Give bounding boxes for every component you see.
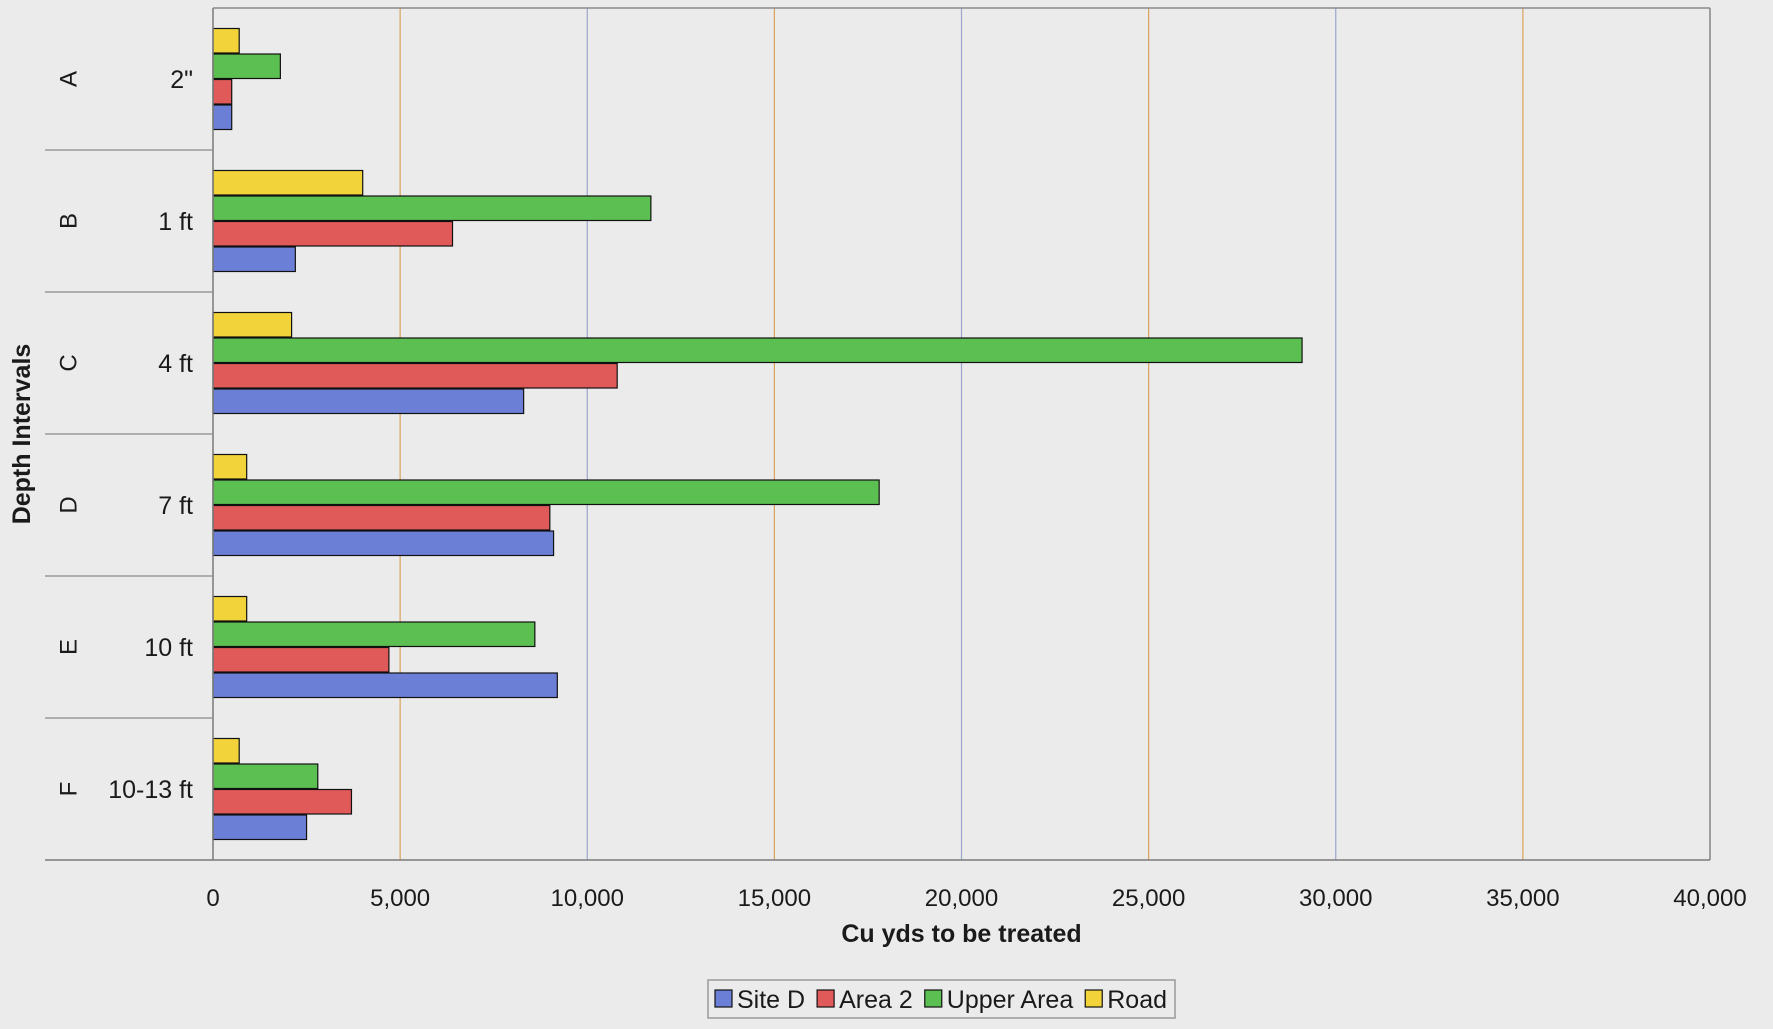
group-label: B (56, 213, 83, 229)
bar-site-d (212, 246, 296, 273)
bar-road (212, 27, 240, 54)
category-label: 10 ft (144, 634, 193, 662)
x-tick-label: 30,000 (1299, 885, 1372, 912)
bar-upper-area (212, 337, 1303, 364)
bar-upper-area (212, 479, 880, 506)
category-label: 4 ft (158, 350, 193, 378)
x-tick-label: 15,000 (738, 885, 811, 912)
legend-swatch (714, 989, 733, 1008)
axes (45, 7, 1711, 861)
x-tick-label: 10,000 (551, 885, 624, 912)
bar-site-d (212, 388, 525, 415)
x-tick-label: 0 (206, 885, 219, 912)
x-tick-label: 5,000 (370, 885, 430, 912)
bar-upper-area (212, 195, 652, 222)
legend-entry: Area 2 (839, 986, 913, 1014)
x-axis-title: Cu yds to be treated (841, 920, 1081, 948)
legend-entry: Site D (737, 986, 805, 1014)
bar-area-2 (212, 78, 233, 105)
bar-area-2 (212, 220, 454, 247)
group-label: D (56, 496, 83, 513)
category-label: 2" (170, 66, 193, 94)
bar-upper-area (212, 763, 319, 790)
legend-swatch (816, 989, 835, 1008)
bar-site-d (212, 530, 555, 557)
bar-area-2 (212, 646, 390, 673)
legend-swatch (924, 989, 943, 1008)
group-label: F (56, 782, 83, 797)
bar-area-2 (212, 788, 353, 815)
x-tick-label: 20,000 (925, 885, 998, 912)
y-axis-title: Depth Intervals (8, 344, 36, 525)
bar-site-d (212, 814, 308, 841)
bars (212, 27, 1303, 841)
bar-area-2 (212, 504, 551, 531)
legend-entry: Upper Area (947, 986, 1074, 1014)
bar-road (212, 311, 293, 338)
category-label: 7 ft (158, 492, 193, 520)
bar-area-2 (212, 362, 618, 389)
bar-upper-area (212, 53, 281, 80)
bar-road (212, 595, 248, 622)
legend-swatch (1084, 989, 1103, 1008)
bar-site-d (212, 672, 558, 699)
bar-site-d (212, 104, 233, 131)
bar-upper-area (212, 621, 536, 648)
labels: 0 5,000 10,000 15,000 20,000 25,000 30,000 35,0… (56, 66, 1747, 912)
legend: Site D Area 2 Upper Area Road (707, 979, 1176, 1019)
x-tick-label: 25,000 (1112, 885, 1185, 912)
bar-road (212, 169, 364, 196)
x-tick-label: 40,000 (1673, 885, 1746, 912)
category-label: 1 ft (158, 208, 193, 236)
x-tick-label: 35,000 (1486, 885, 1559, 912)
group-label: A (56, 71, 83, 87)
group-label: C (56, 354, 83, 371)
bar-road (212, 737, 240, 764)
bar-road (212, 453, 248, 480)
category-label: 10-13 ft (108, 776, 193, 804)
group-label: E (56, 639, 83, 655)
legend-entry: Road (1107, 986, 1167, 1014)
